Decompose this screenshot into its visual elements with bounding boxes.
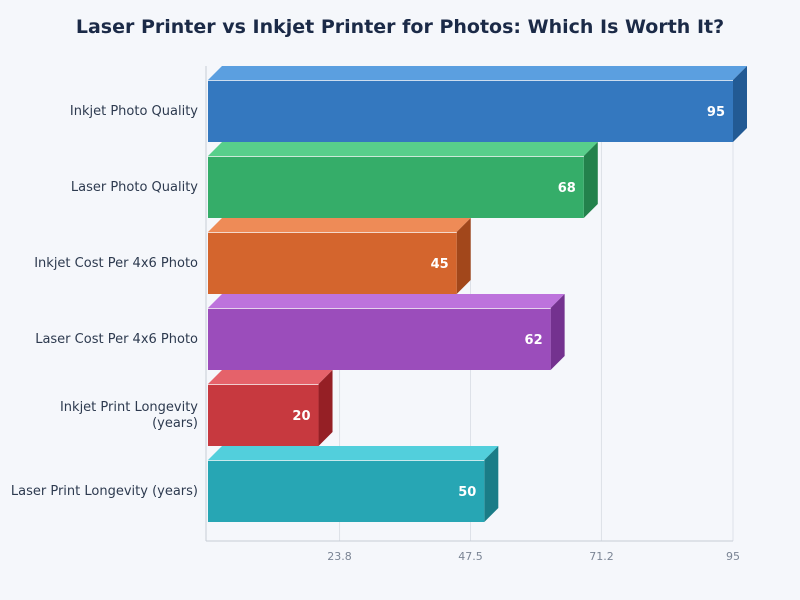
category-label: Laser Cost Per 4x6 Photo	[35, 332, 198, 347]
bar-side-face	[318, 370, 333, 446]
bar-group: 20 Inkjet Print Longevity(years)	[60, 370, 333, 446]
bar	[208, 156, 584, 218]
x-tick-label: 47.5	[458, 550, 483, 563]
bar-group: 68 Laser Photo Quality	[71, 142, 598, 218]
bar-side-face	[456, 218, 471, 294]
bar-side-face	[733, 66, 747, 142]
category-label: Inkjet Photo Quality	[70, 104, 198, 119]
x-axis-ticks: 23.8 47.5 71.2 95	[327, 550, 740, 563]
category-label: Inkjet Print Longevity	[60, 400, 198, 415]
bar-top-face	[208, 218, 471, 232]
bar	[208, 80, 733, 142]
bar-group: 95 Inkjet Photo Quality	[70, 66, 747, 142]
bar-group: 62 Laser Cost Per 4x6 Photo	[35, 294, 565, 370]
bar-top-face	[208, 294, 565, 308]
axes	[205, 66, 733, 542]
bar-group: 45 Inkjet Cost Per 4x6 Photo	[34, 218, 471, 294]
bar	[208, 232, 457, 294]
category-label: Laser Photo Quality	[71, 180, 198, 195]
bar-value-label: 95	[707, 105, 725, 120]
x-tick-label: 95	[726, 550, 740, 563]
category-label: Laser Print Longevity (years)	[11, 484, 198, 499]
bar-side-face	[484, 446, 499, 522]
bar-value-label: 50	[458, 485, 476, 500]
bar-value-label: 20	[292, 409, 310, 424]
bar-top-face	[208, 370, 333, 384]
category-label: Inkjet Cost Per 4x6 Photo	[34, 256, 198, 271]
chart-title: Laser Printer vs Inkjet Printer for Phot…	[75, 16, 725, 38]
bar-value-label: 68	[558, 181, 576, 196]
bar-value-label: 45	[431, 257, 449, 272]
bar-top-face	[208, 66, 747, 80]
bar-top-face	[208, 446, 499, 460]
bar	[208, 308, 551, 370]
bar-top-face	[208, 142, 598, 156]
bars: 95 Inkjet Photo Quality 68 Laser Photo Qual…	[11, 66, 747, 522]
bar-side-face	[550, 294, 565, 370]
bar	[208, 384, 319, 446]
bar-group: 50 Laser Print Longevity (years)	[11, 446, 499, 522]
category-label: (years)	[152, 416, 198, 431]
x-tick-label: 23.8	[327, 550, 352, 563]
x-tick-label: 71.2	[589, 550, 614, 563]
bar-value-label: 62	[525, 333, 543, 348]
bar	[208, 460, 485, 522]
bar-side-face	[583, 142, 598, 218]
